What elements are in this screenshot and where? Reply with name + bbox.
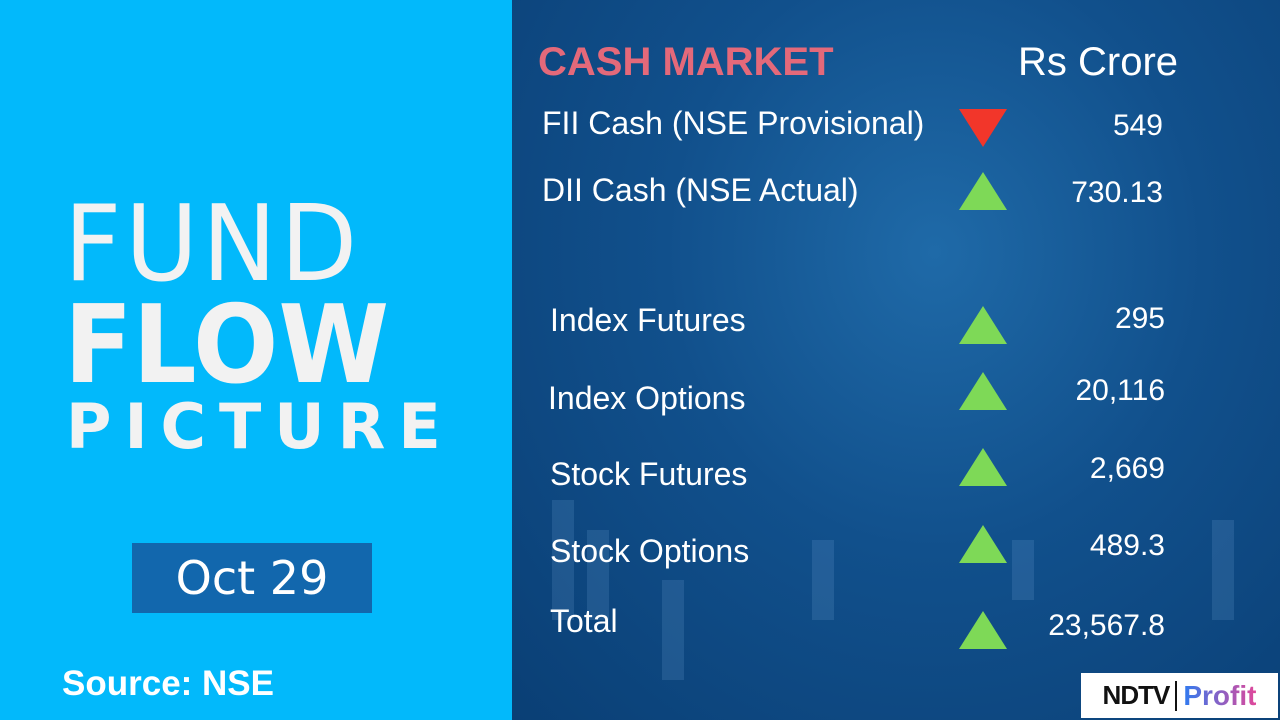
left-panel: FUND FLOW PICTURE Oct 29 Source: NSE xyxy=(0,0,512,720)
row-label: Stock Futures xyxy=(550,456,748,492)
row-label: FII Cash (NSE Provisional) xyxy=(542,105,925,141)
title-picture: PICTURE xyxy=(66,390,454,463)
background-candle xyxy=(587,530,609,620)
down-triangle-icon xyxy=(959,109,1007,147)
background-candle xyxy=(812,540,834,620)
row-total: Total 23,567.8 xyxy=(0,603,1280,649)
logo-product: Profit xyxy=(1183,679,1257,711)
background-candle xyxy=(552,500,574,620)
source-label: Source: NSE xyxy=(62,664,274,703)
row-stock-futures: Stock Futures 2,669 xyxy=(0,448,1280,496)
background-candle xyxy=(1012,540,1034,600)
date-badge: Oct 29 xyxy=(132,543,372,613)
row-label: Stock Options xyxy=(550,533,750,569)
row-value: 23,567.8 xyxy=(1048,609,1165,642)
row-label: Index Futures xyxy=(550,302,746,338)
row-value: 549 xyxy=(1112,109,1163,142)
up-triangle-icon xyxy=(959,448,1007,486)
background-candle xyxy=(662,580,684,680)
up-triangle-icon xyxy=(959,172,1007,210)
ndtv-profit-logo: NDTV Profit xyxy=(1081,673,1278,718)
row-stock-options: Stock Options 489.3 xyxy=(0,525,1280,573)
background-candle xyxy=(1212,520,1234,620)
row-dii-cash: DII Cash (NSE Actual) 730.13 xyxy=(0,172,1280,212)
logo-divider xyxy=(1175,680,1178,711)
unit-label: Rs Crore xyxy=(1018,40,1179,84)
row-value: 20,116 xyxy=(1075,374,1165,407)
right-panel xyxy=(512,0,1280,720)
logo-brand: NDTV xyxy=(1102,680,1171,710)
row-index-options: Index Options 20,116 xyxy=(0,372,1280,418)
section-title: CASH MARKET xyxy=(538,40,834,84)
row-label: Index Options xyxy=(548,380,746,416)
row-label: Total xyxy=(550,603,618,639)
up-triangle-icon xyxy=(959,372,1007,410)
row-value: 730.13 xyxy=(1071,176,1163,209)
row-label: DII Cash (NSE Actual) xyxy=(542,172,859,208)
row-value: 295 xyxy=(1114,302,1165,335)
title-fund: FUND xyxy=(64,183,362,305)
up-triangle-icon xyxy=(959,611,1007,649)
title-flow: FLOW xyxy=(64,283,390,408)
row-value: 489.3 xyxy=(1089,529,1165,562)
up-triangle-icon xyxy=(959,525,1007,563)
row-fii-cash: FII Cash (NSE Provisional) 549 xyxy=(0,105,1280,147)
up-triangle-icon xyxy=(959,306,1007,344)
row-index-futures: Index Futures 295 xyxy=(0,302,1280,344)
row-value: 2,669 xyxy=(1089,452,1165,485)
